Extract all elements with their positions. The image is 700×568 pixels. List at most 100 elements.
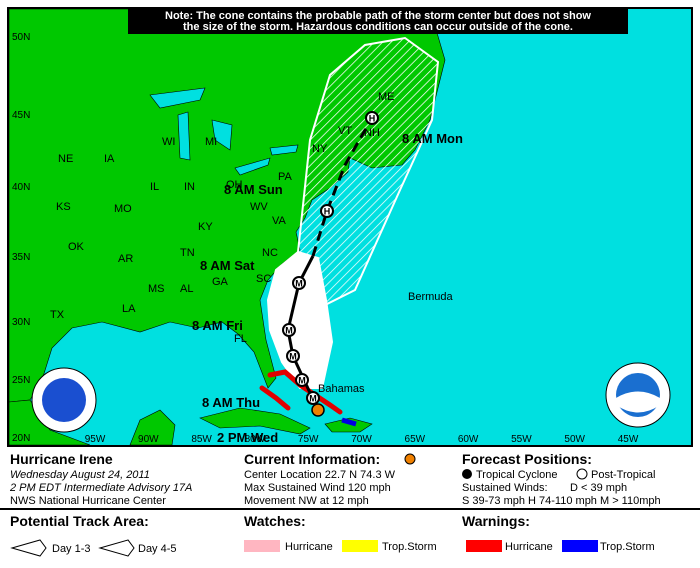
axis-labels: 50N 45N 40N 35N 30N 25N 20N 95W 90W 85W 80W 75W 70W 6… — [12, 32, 639, 445]
state-label: ME — [378, 91, 395, 103]
longitude-label: 50W — [564, 434, 585, 445]
latitude-label: 30N — [12, 317, 30, 328]
advisory: 2 PM EDT Intermediate Advisory 17A — [9, 482, 192, 494]
place-label: Bermuda — [408, 291, 454, 303]
state-label: IA — [104, 153, 115, 165]
track-point — [292, 276, 306, 290]
forecast-time-label: 8 AM Sat — [200, 258, 255, 273]
state-label: OK — [68, 241, 85, 253]
storm-name: Hurricane Irene — [10, 451, 113, 467]
longitude-label: 45W — [618, 434, 639, 445]
forecast-item: Sustained Winds: — [462, 482, 548, 494]
state-labels: NE IA WI MI IL IN OH KS MO KY WV VA OK AR TN NC SC MS AL GA… — [50, 91, 395, 345]
track-point — [306, 391, 320, 405]
tropical-icon — [462, 469, 472, 479]
state-label: NC — [262, 247, 278, 259]
track-point-label: M — [295, 279, 303, 289]
watch-storm-swatch — [342, 540, 378, 552]
legend-item: Trop.Storm — [600, 541, 655, 553]
lake-huron — [211, 119, 233, 151]
longitude-label: 65W — [405, 434, 426, 445]
cone-day-4-5 — [296, 36, 440, 307]
lake-ontario — [269, 144, 299, 156]
day13-icon — [10, 539, 47, 557]
issuer: NWS National Hurricane Center — [10, 495, 166, 507]
forecast-labels: 8 AM Mon 8 AM Sun 8 AM Sat 8 AM Fri 8 AM Thu… — [192, 131, 463, 445]
legend-item: Hurricane — [505, 541, 553, 553]
latitude-label: 40N — [12, 182, 30, 193]
current-icon — [404, 453, 416, 465]
note-box — [128, 8, 628, 34]
state-label: IL — [150, 181, 159, 193]
forecast-title: Forecast Positions: — [462, 451, 592, 467]
legend-title: Watches: — [244, 513, 306, 529]
track-point-label: M — [289, 352, 297, 362]
forecast-time-label: 8 AM Thu — [202, 395, 260, 410]
warning-area — [259, 385, 291, 411]
track-point — [320, 204, 334, 218]
track-point-label: H — [324, 207, 331, 217]
track-point — [282, 323, 296, 337]
cuba-land — [199, 407, 311, 435]
state-label: WV — [250, 201, 268, 213]
great-lakes — [149, 87, 299, 176]
longitude-label: 60W — [458, 434, 479, 445]
state-label: LA — [122, 303, 136, 315]
warn-storm-swatch — [562, 540, 598, 552]
state-label: AR — [118, 253, 133, 265]
track-point-label: M — [298, 376, 306, 386]
current-title: Current Information: — [244, 451, 380, 467]
warn-hurricane-swatch — [466, 540, 502, 552]
noaa-logo — [605, 362, 671, 428]
state-label: VA — [272, 215, 287, 227]
state-label: TX — [50, 309, 65, 321]
track-point-label: M — [309, 394, 317, 404]
current-line: Movement NW at 12 mph — [244, 495, 369, 507]
state-label: NY — [312, 143, 328, 155]
yucatan-land — [129, 409, 176, 446]
mexico-land — [8, 399, 91, 446]
place-label: Bahamas — [318, 383, 365, 395]
state-label: TN — [180, 247, 195, 259]
post-tropical-icon — [576, 468, 588, 480]
current-line: Max Sustained Wind 120 mph — [244, 482, 391, 494]
track-point — [295, 373, 309, 387]
latitude-label: 25N — [12, 375, 30, 386]
note-line: Note: The cone contains the probable pat… — [165, 10, 591, 22]
legend-item: Day 1-3 — [52, 543, 91, 555]
state-label: SC — [256, 273, 271, 285]
track-dashed — [311, 117, 374, 257]
track-point — [286, 349, 300, 363]
forecast-time-label: 8 AM Sun — [224, 182, 283, 197]
logo-gull — [616, 391, 660, 413]
state-label: NH — [364, 127, 380, 139]
current-position — [311, 403, 325, 417]
latitude-label: 35N — [12, 252, 30, 263]
state-label: NE — [58, 153, 73, 165]
forecast-item: D < 39 mph — [570, 482, 627, 494]
state-label: KS — [56, 201, 71, 213]
forecast-item: S 39-73 mph H 74-110 mph M > 110mph — [462, 495, 661, 507]
state-label: MS — [148, 283, 165, 295]
cone-day-1-3 — [266, 250, 334, 389]
legend-item: Hurricane — [285, 541, 333, 553]
latitude-label: 20N — [12, 433, 30, 444]
state-label: GA — [212, 276, 229, 288]
day45-icon — [98, 539, 135, 557]
state-label: MO — [114, 203, 132, 215]
watch-hurricane-swatch — [244, 540, 280, 552]
forecast-time-label: 8 AM Fri — [192, 318, 243, 333]
forecast-item: Tropical Cyclone — [476, 469, 558, 481]
track-point-label: M — [285, 326, 293, 336]
state-label: OH — [226, 179, 243, 191]
state-label: VT — [338, 125, 352, 137]
state-label: PA — [278, 171, 293, 183]
nws-logo — [31, 367, 97, 433]
state-label: IN — [184, 181, 195, 193]
state-label: AL — [180, 283, 193, 295]
longitude-label: 90W — [138, 434, 159, 445]
state-label: WI — [162, 136, 175, 148]
